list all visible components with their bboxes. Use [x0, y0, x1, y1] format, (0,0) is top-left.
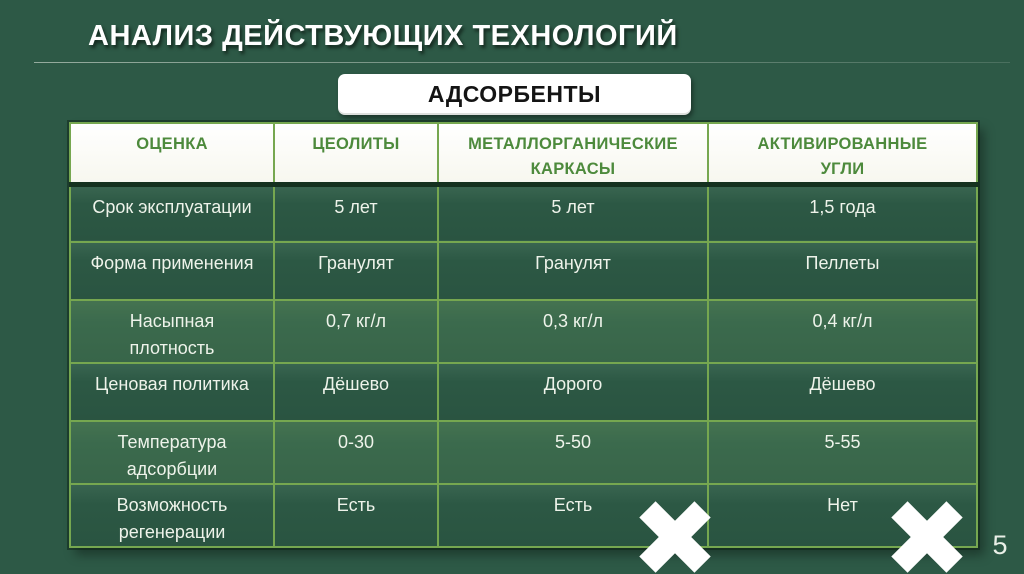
adsorbents-banner: АДСОРБЕНТЫ [338, 74, 691, 115]
table-cell: Дёшево [707, 362, 978, 422]
row-label: Температура адсорбции [69, 420, 275, 485]
page-title: АНАЛИЗ ДЕЙСТВУЮЩИХ ТЕХНОЛОГИЙ [88, 20, 678, 52]
x-cross-icon [891, 501, 963, 573]
column-header-ocenka: ОЦЕНКА [69, 122, 275, 187]
row-label: Срок эксплуатации [69, 183, 275, 243]
row-label: Форма применения [69, 241, 275, 301]
table-row: Форма применения Гранулят Гранулят Пелле… [69, 241, 978, 301]
adsorbents-banner-label: АДСОРБЕНТЫ [427, 81, 602, 107]
table-cell: Пеллеты [707, 241, 978, 301]
table-cell: 5 лет [437, 183, 709, 243]
table-cell: 0,4 кг/л [707, 299, 978, 364]
table-row: Срок эксплуатации 5 лет 5 лет 1,5 года [69, 183, 978, 243]
table-header-row: ОЦЕНКА ЦЕОЛИТЫ МЕТАЛЛОРГАНИЧЕСКИЕ КАРКАС… [69, 122, 978, 187]
table-cell: Дёшево [273, 362, 439, 422]
row-label: Насыпная плотность [69, 299, 275, 364]
slide-page-number: 5 [992, 530, 1008, 560]
table-cell: Гранулят [437, 241, 709, 301]
comparison-table: ОЦЕНКА ЦЕОЛИТЫ МЕТАЛЛОРГАНИЧЕСКИЕ КАРКАС… [67, 120, 980, 550]
table-row: Насыпная плотность 0,7 кг/л 0,3 кг/л 0,4… [69, 299, 978, 364]
table-cell: 5-50 [437, 420, 709, 485]
column-header-metallorganicheskie-karkasy: МЕТАЛЛОРГАНИЧЕСКИЕ КАРКАСЫ [437, 122, 709, 187]
row-label: Возможность регенерации [69, 483, 275, 548]
table-cell: 1,5 года [707, 183, 978, 243]
table-cell: Гранулят [273, 241, 439, 301]
table-row: Возможность регенерации Есть Есть Нет [69, 483, 978, 548]
table-cell: Дорого [437, 362, 709, 422]
table-row: Температура адсорбции 0-30 5-50 5-55 [69, 420, 978, 485]
column-header-aktivirovannye-ugli: АКТИВИРОВАННЫЕ УГЛИ [707, 122, 978, 187]
row-label: Ценовая политика [69, 362, 275, 422]
table-cell: 0-30 [273, 420, 439, 485]
title-divider [34, 62, 1010, 63]
table-cell: 5-55 [707, 420, 978, 485]
table-cell: Есть [273, 483, 439, 548]
x-cross-icon [639, 501, 711, 573]
table-cell: 5 лет [273, 183, 439, 243]
table-cell: 0,7 кг/л [273, 299, 439, 364]
table-cell: 0,3 кг/л [437, 299, 709, 364]
table-row: Ценовая политика Дёшево Дорого Дёшево [69, 362, 978, 422]
column-header-ceolity: ЦЕОЛИТЫ [273, 122, 439, 187]
